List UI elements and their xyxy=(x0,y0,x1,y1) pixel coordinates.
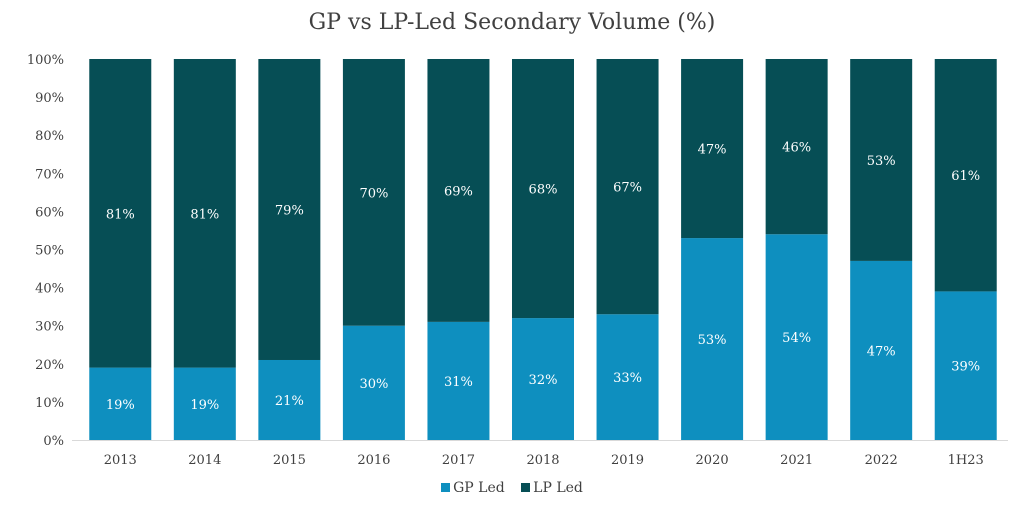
data-label: 81% xyxy=(106,207,135,222)
data-label: 19% xyxy=(106,398,135,413)
bar-gp-led xyxy=(89,367,152,440)
y-tick-label: 100% xyxy=(27,53,64,68)
y-tick-label: 50% xyxy=(35,244,64,259)
bar-lp-led xyxy=(89,59,152,368)
data-label: 47% xyxy=(867,344,896,359)
y-tick-label: 90% xyxy=(35,91,64,106)
bar-lp-led xyxy=(342,59,405,326)
y-tick-label: 70% xyxy=(35,167,64,182)
bar-lp-led xyxy=(934,59,997,292)
data-label: 61% xyxy=(951,169,980,184)
data-label: 81% xyxy=(190,207,219,222)
bar-lp-led xyxy=(850,59,913,261)
x-tick-label: 2019 xyxy=(611,453,644,468)
legend-label-lp-led: LP Led xyxy=(533,480,583,496)
bar-lp-led xyxy=(427,59,490,322)
data-label: 30% xyxy=(359,377,388,392)
data-label: 19% xyxy=(190,398,219,413)
bar-gp-led xyxy=(765,234,828,440)
data-label: 31% xyxy=(444,375,473,390)
data-label: 53% xyxy=(698,333,727,348)
bar-lp-led xyxy=(173,59,236,368)
bar-lp-led xyxy=(765,59,828,235)
data-label: 68% xyxy=(529,183,558,198)
chart-title: GP vs LP-Led Secondary Volume (%) xyxy=(308,10,716,35)
y-tick-label: 10% xyxy=(35,396,64,411)
data-label: 39% xyxy=(951,360,980,375)
x-tick-label: 2013 xyxy=(104,453,137,468)
x-tick-label: 2014 xyxy=(188,453,221,468)
data-label: 46% xyxy=(782,141,811,156)
legend-swatch-lp-led xyxy=(521,482,531,492)
x-tick-label: 1H23 xyxy=(948,453,984,468)
x-tick-label: 2017 xyxy=(442,453,475,468)
y-tick-label: 30% xyxy=(35,320,64,335)
data-label: 21% xyxy=(275,394,304,409)
bar-gp-led xyxy=(258,359,321,440)
data-label: 54% xyxy=(782,331,811,346)
legend-item-gp-led: GP Led xyxy=(441,480,505,496)
x-tick-label: 2015 xyxy=(273,453,306,468)
x-tick-label: 2021 xyxy=(780,453,813,468)
y-tick-label: 20% xyxy=(35,358,64,373)
bar-gp-led xyxy=(512,318,574,440)
x-tick-label: 2022 xyxy=(865,453,898,468)
bar-lp-led xyxy=(681,59,744,239)
bar-gp-led xyxy=(342,325,405,440)
x-tick-label: 2016 xyxy=(357,453,390,468)
bar-gp-led xyxy=(173,367,236,440)
legend: GP Led LP Led xyxy=(0,480,1024,496)
bar-gp-led xyxy=(681,238,744,440)
legend-label-gp-led: GP Led xyxy=(453,480,505,496)
legend-swatch-gp-led xyxy=(441,482,451,492)
bar-lp-led xyxy=(512,59,574,319)
data-label: 79% xyxy=(275,203,304,218)
legend-item-lp-led: LP Led xyxy=(521,480,583,496)
y-tick-label: 0% xyxy=(43,434,64,449)
y-tick-label: 40% xyxy=(35,282,64,297)
bar-gp-led xyxy=(596,314,659,440)
data-label: 70% xyxy=(359,186,388,201)
bar-gp-led xyxy=(427,321,490,440)
bar-lp-led xyxy=(258,59,321,360)
y-tick-label: 80% xyxy=(35,129,64,144)
data-label: 53% xyxy=(867,154,896,169)
bar-lp-led xyxy=(596,59,659,315)
x-tick-label: 2018 xyxy=(526,453,559,468)
data-label: 33% xyxy=(613,371,642,386)
data-label: 67% xyxy=(613,181,642,196)
bar-gp-led xyxy=(850,260,913,440)
x-tick-label: 2020 xyxy=(696,453,729,468)
data-label: 47% xyxy=(698,143,727,158)
data-label: 32% xyxy=(529,373,558,388)
data-label: 69% xyxy=(444,184,473,199)
y-tick-label: 60% xyxy=(35,205,64,220)
bar-gp-led xyxy=(934,291,997,440)
